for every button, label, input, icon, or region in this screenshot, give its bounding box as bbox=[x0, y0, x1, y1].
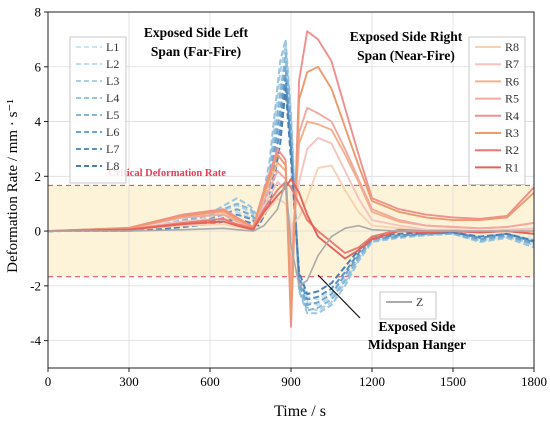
legend-label-l7: L7 bbox=[106, 142, 119, 156]
right-group-title-line2: Span (Near-Fire) bbox=[357, 48, 455, 63]
x-tick-label: 900 bbox=[281, 374, 301, 389]
right-group-title-line1: Exposed Side Right bbox=[350, 29, 463, 44]
legend-left-box bbox=[69, 36, 127, 184]
series-line-r1 bbox=[47, 178, 535, 260]
x-tick-label: 1800 bbox=[521, 374, 547, 389]
legend-label-l5: L5 bbox=[106, 108, 119, 122]
y-tick-label: 2 bbox=[35, 169, 42, 184]
legend-label-z: Z bbox=[416, 295, 423, 309]
y-tick-label: -2 bbox=[30, 278, 41, 293]
series-line-r5 bbox=[47, 106, 535, 287]
legend-left: L1 L2 L3 L4 L5 L6 L7 L8 bbox=[69, 36, 127, 184]
left-group-title-line1: Exposed Side Left bbox=[144, 25, 249, 40]
legend-label-r8: R8 bbox=[505, 40, 519, 54]
series-lines bbox=[47, 30, 535, 328]
x-tick-label: 1200 bbox=[359, 374, 385, 389]
legend-label-l3: L3 bbox=[106, 74, 119, 88]
y-tick-label: 4 bbox=[35, 114, 42, 129]
y-tick-label: 6 bbox=[35, 59, 42, 74]
x-tick-label: 0 bbox=[45, 374, 52, 389]
legend-label-r4: R4 bbox=[505, 109, 519, 123]
series-line-l4 bbox=[47, 38, 535, 315]
legend-label-l6: L6 bbox=[106, 125, 119, 139]
legend-label-r6: R6 bbox=[505, 74, 519, 88]
y-tick-label: -4 bbox=[30, 333, 41, 348]
series-line-z bbox=[48, 181, 534, 287]
legend-right: R8 R7 R6 R5 R4 R3 R2 R1 bbox=[468, 36, 526, 186]
x-tick-label: 300 bbox=[119, 374, 139, 389]
legend-label-l8: L8 bbox=[106, 159, 119, 173]
hanger-title-line2: Midspan Hanger bbox=[368, 337, 466, 352]
x-axis-label: Time / s bbox=[274, 403, 326, 420]
left-group-title-line2: Span (Far-Fire) bbox=[151, 44, 241, 59]
y-tick-label: 0 bbox=[35, 224, 42, 239]
x-tick-label: 600 bbox=[200, 374, 220, 389]
legend-label-l2: L2 bbox=[106, 57, 119, 71]
y-tick-label: 8 bbox=[35, 5, 42, 20]
legend-hanger: Z bbox=[379, 291, 437, 320]
legend-label-r7: R7 bbox=[505, 57, 519, 71]
y-axis-label: Deformation Rate / mm · s⁻¹ bbox=[5, 99, 21, 273]
legend-label-r5: R5 bbox=[505, 92, 519, 106]
legend-z-box bbox=[379, 291, 437, 320]
x-tick-label: 1500 bbox=[440, 374, 466, 389]
critical-band-label: Critical Deformation Rate bbox=[108, 168, 226, 179]
legend-label-l4: L4 bbox=[106, 91, 119, 105]
hanger-pointer-line bbox=[317, 274, 361, 319]
legend-label-r2: R2 bbox=[505, 143, 519, 157]
axes: 0 300 600 900 1200 1500 1800 -4 -2 0 2 4 6 8 bbox=[30, 5, 547, 390]
series-line-r3 bbox=[47, 65, 535, 320]
legend-label-r1: R1 bbox=[505, 160, 519, 174]
series-line-r4 bbox=[47, 30, 535, 328]
legend-right-box bbox=[468, 36, 526, 186]
hanger-title-line1: Exposed Side bbox=[379, 319, 456, 334]
legend-label-l1: L1 bbox=[106, 40, 119, 54]
legend-label-r3: R3 bbox=[505, 126, 519, 140]
